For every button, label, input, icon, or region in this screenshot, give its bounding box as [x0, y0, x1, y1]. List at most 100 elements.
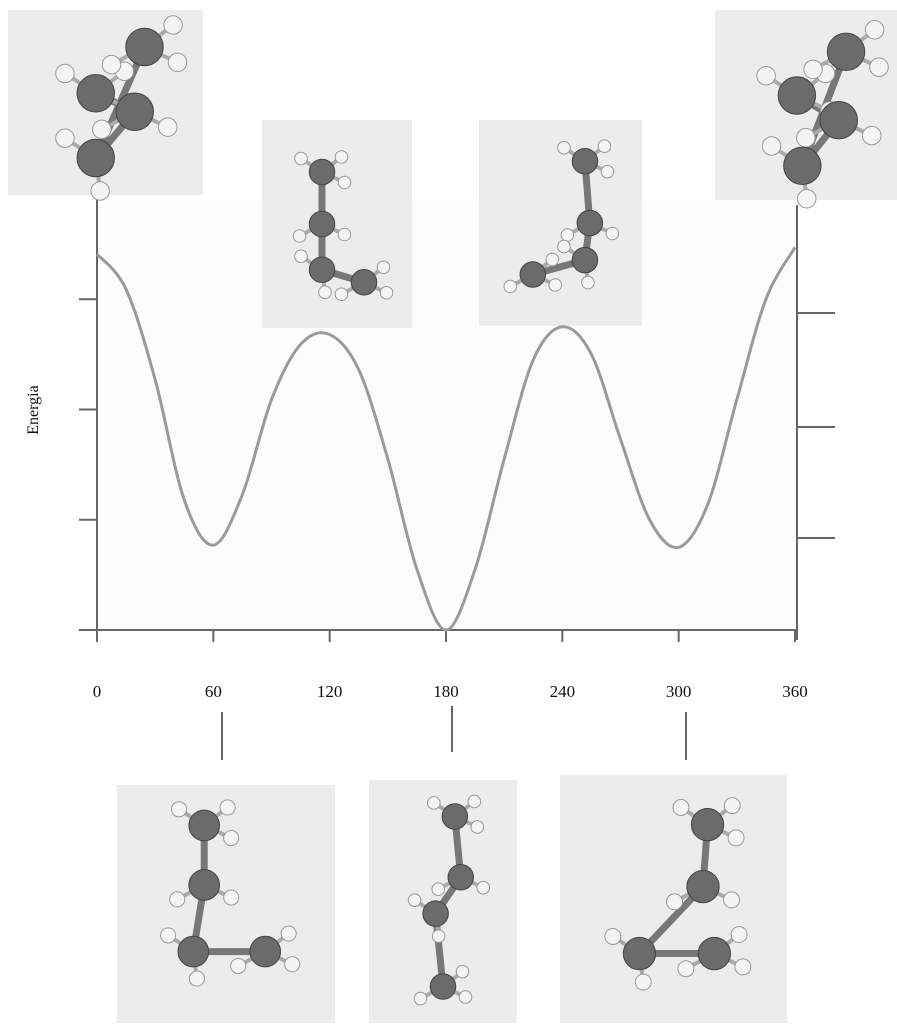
molecule [262, 120, 412, 328]
hydrogen [55, 63, 75, 84]
hydrogen [294, 151, 308, 166]
hydrogen [163, 15, 183, 35]
carbon [819, 101, 858, 140]
hydrogen [158, 117, 178, 137]
carbon [441, 803, 469, 830]
carbon [115, 92, 154, 131]
molecule [117, 785, 335, 1023]
hydrogen [864, 20, 885, 40]
hydrogen [548, 278, 563, 292]
x-tick-label: 0 [93, 682, 102, 701]
hydrogen [756, 65, 776, 86]
carbon [686, 869, 720, 904]
hydrogen [407, 893, 422, 907]
carbon [429, 973, 457, 1000]
hydrogen [723, 797, 741, 815]
hydrogen [292, 229, 307, 243]
y-axis-label: Energia [25, 385, 42, 434]
hydrogen [557, 239, 571, 254]
hydrogen [431, 929, 446, 943]
carbon [422, 900, 449, 927]
hydrogen [337, 175, 352, 190]
molecule [369, 780, 517, 1023]
hydrogen [167, 52, 188, 73]
hydrogen [90, 181, 110, 201]
carbon [622, 936, 657, 971]
molecule [560, 775, 787, 1023]
carbon [308, 256, 336, 284]
hydrogen [557, 140, 571, 155]
hydrogen [427, 796, 441, 810]
carbon [519, 261, 547, 288]
hydrogen [503, 279, 518, 294]
hydrogen [734, 958, 752, 976]
carbon [308, 210, 336, 238]
carbon [571, 246, 599, 274]
x-tick-label: 240 [550, 682, 576, 701]
hydrogen [379, 285, 394, 300]
molecule-images [8, 10, 897, 1023]
carbon [76, 74, 115, 113]
hydrogen [869, 57, 889, 77]
hydrogen [376, 260, 391, 275]
carbon [350, 268, 378, 296]
carbon [777, 76, 817, 115]
hydrogen [672, 799, 690, 816]
hydrogen [666, 893, 683, 911]
x-tick-label: 120 [317, 682, 343, 701]
hydrogen [597, 139, 612, 153]
hydrogen [101, 54, 122, 75]
hydrogen [284, 956, 301, 973]
hydrogen [55, 128, 75, 148]
hydrogen [634, 973, 652, 991]
hydrogen [677, 960, 695, 978]
x-tick-label: 60 [205, 682, 222, 701]
x-tick-label: 180 [433, 682, 459, 701]
hydrogen [230, 957, 247, 975]
carbon [188, 869, 220, 901]
carbon [308, 158, 336, 186]
hydrogen [470, 820, 485, 834]
carbon [571, 147, 599, 175]
plot-area [97, 200, 795, 630]
hydrogen [560, 228, 575, 242]
hydrogen [458, 990, 473, 1004]
hydrogen [294, 249, 308, 264]
hydrogen [318, 285, 332, 300]
x-tick-label: 360 [782, 682, 808, 701]
hydrogen [605, 226, 620, 241]
hydrogen [604, 927, 622, 945]
carbon [177, 935, 210, 968]
hydrogen [280, 925, 297, 942]
hydrogen [188, 970, 205, 987]
hydrogen [723, 891, 740, 909]
carbon [826, 32, 866, 71]
carbon [690, 807, 725, 842]
hydrogen [730, 926, 748, 944]
hydrogen [796, 128, 816, 148]
hydrogen [92, 119, 112, 140]
hydrogen [455, 964, 470, 979]
hydrogen [413, 991, 428, 1006]
hydrogen [727, 829, 745, 847]
hydrogen [334, 287, 349, 302]
hydrogen [169, 891, 186, 908]
carbon [783, 146, 822, 186]
hydrogen [803, 59, 823, 80]
carbon [125, 27, 164, 67]
carbon [576, 209, 604, 237]
molecule [8, 10, 203, 201]
hydrogen [223, 830, 240, 847]
hydrogen [160, 927, 177, 944]
hydrogen [476, 880, 491, 895]
hydrogen [467, 794, 482, 809]
hydrogen [797, 189, 817, 209]
hydrogen [170, 801, 188, 818]
hydrogen [761, 136, 782, 156]
molecule [479, 120, 642, 326]
molecule [715, 10, 897, 209]
energy-curve [95, 246, 797, 632]
hydrogen [223, 889, 240, 906]
hydrogen [862, 125, 882, 146]
